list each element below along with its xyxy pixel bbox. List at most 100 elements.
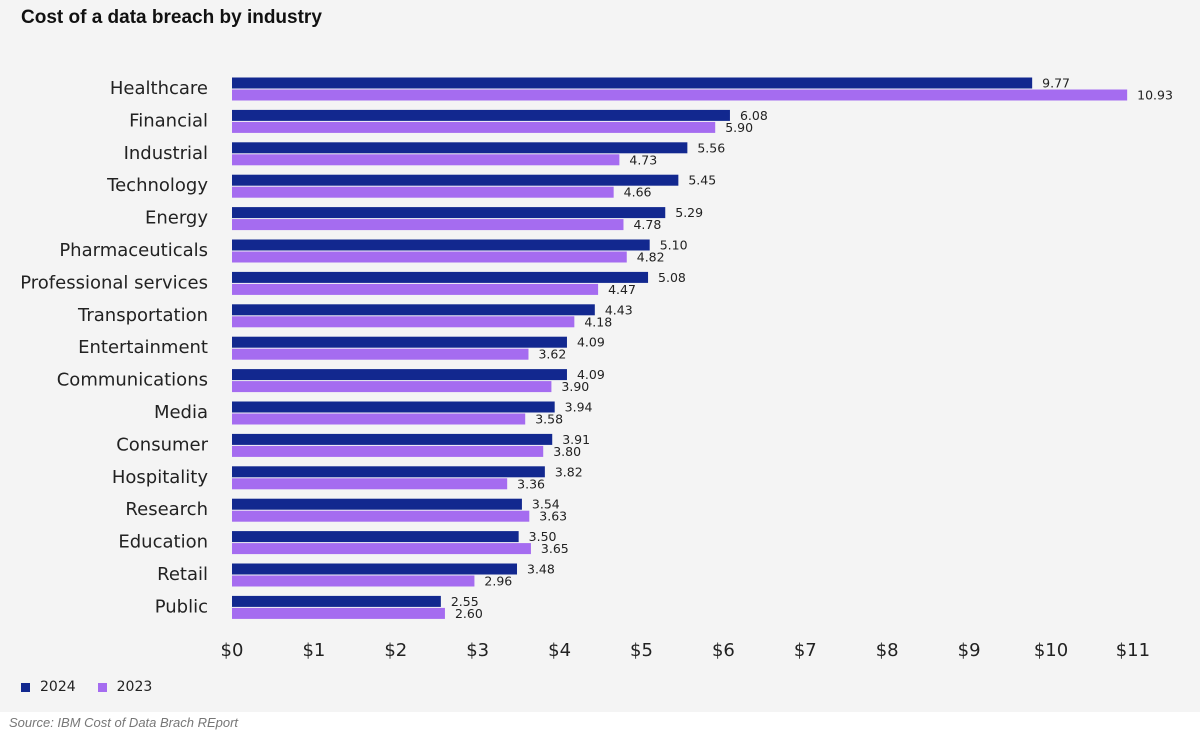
source-note: Source: IBM Cost of Data Brach REport bbox=[9, 715, 239, 730]
value-label-2024-entertainment: 4.09 bbox=[577, 335, 605, 350]
bar-2023-pharmaceuticals bbox=[232, 251, 627, 263]
legend-item-2024: 2024 bbox=[21, 679, 76, 695]
value-label-2024-communications: 4.09 bbox=[577, 367, 605, 382]
bar-2023-public bbox=[232, 607, 445, 619]
x-tick-label: $6 bbox=[712, 640, 735, 661]
bar-2024-financial bbox=[232, 109, 730, 121]
bar-2024-education bbox=[232, 531, 519, 543]
x-tick-label: $11 bbox=[1116, 640, 1150, 661]
bar-2023-professional-services bbox=[232, 283, 599, 295]
value-label-2023-consumer: 3.80 bbox=[553, 444, 581, 459]
x-tick-label: $0 bbox=[221, 640, 244, 661]
bar-2023-education bbox=[232, 543, 531, 555]
value-label-2023-communications: 3.90 bbox=[561, 379, 589, 394]
legend-swatch-2023 bbox=[97, 682, 107, 692]
bar-2024-entertainment bbox=[232, 336, 567, 348]
bar-2023-communications bbox=[232, 381, 552, 393]
category-label-media: Media bbox=[154, 402, 208, 423]
category-label-healthcare: Healthcare bbox=[110, 78, 208, 99]
bar-2023-transportation bbox=[232, 316, 575, 328]
bar-2023-energy bbox=[232, 219, 624, 231]
category-label-public: Public bbox=[155, 596, 208, 617]
bar-2024-retail bbox=[232, 563, 518, 575]
value-label-2023-healthcare: 10.93 bbox=[1137, 88, 1173, 103]
bar-2023-hospitality bbox=[232, 478, 508, 490]
chart-title: Cost of a data breach by industry bbox=[21, 7, 322, 28]
value-label-2024-pharmaceuticals: 5.10 bbox=[660, 238, 688, 253]
category-label-retail: Retail bbox=[157, 564, 208, 585]
category-label-entertainment: Entertainment bbox=[78, 337, 208, 358]
bar-2024-pharmaceuticals bbox=[232, 239, 650, 251]
value-label-2024-professional-services: 5.08 bbox=[658, 270, 686, 285]
chart-panel: Cost of a data breach by industry Health… bbox=[0, 0, 1200, 712]
value-label-2024-retail: 3.48 bbox=[527, 562, 555, 577]
value-label-2024-consumer: 3.91 bbox=[562, 432, 590, 447]
category-label-professional-services: Professional services bbox=[20, 272, 208, 293]
value-label-2023-media: 3.58 bbox=[535, 412, 563, 427]
legend-item-2023: 2023 bbox=[97, 679, 153, 695]
value-label-2023-technology: 4.66 bbox=[624, 185, 652, 200]
bar-2024-hospitality bbox=[232, 466, 545, 478]
bar-2024-healthcare bbox=[232, 77, 1033, 89]
value-label-2024-research: 3.54 bbox=[532, 497, 560, 512]
value-label-2024-financial: 6.08 bbox=[740, 108, 768, 123]
x-tick-label: $3 bbox=[466, 640, 489, 661]
value-label-2023-education: 3.65 bbox=[541, 541, 569, 556]
x-tick-label: $7 bbox=[794, 640, 817, 661]
value-label-2024-public: 2.55 bbox=[451, 594, 479, 609]
bar-2023-healthcare bbox=[232, 89, 1128, 101]
bar-2023-technology bbox=[232, 186, 614, 198]
bar-2023-financial bbox=[232, 121, 716, 133]
value-label-2023-pharmaceuticals: 4.82 bbox=[637, 250, 665, 265]
value-label-2024-hospitality: 3.82 bbox=[555, 464, 583, 479]
x-tick-label: $4 bbox=[548, 640, 571, 661]
value-label-2024-technology: 5.45 bbox=[688, 173, 716, 188]
bar-2024-research bbox=[232, 498, 522, 510]
value-label-2023-entertainment: 3.62 bbox=[538, 347, 566, 362]
bar-2024-communications bbox=[232, 369, 567, 381]
bar-2024-technology bbox=[232, 174, 679, 186]
legend-label-2024: 2024 bbox=[40, 679, 76, 695]
value-label-2024-media: 3.94 bbox=[565, 400, 593, 415]
x-tick-label: $2 bbox=[384, 640, 407, 661]
x-tick-label: $10 bbox=[1034, 640, 1068, 661]
x-tick-label: $1 bbox=[302, 640, 325, 661]
category-label-consumer: Consumer bbox=[116, 434, 208, 455]
value-label-2023-financial: 5.90 bbox=[725, 120, 753, 135]
legend-label-2023: 2023 bbox=[116, 679, 153, 695]
value-label-2024-energy: 5.29 bbox=[675, 205, 703, 220]
bar-2024-consumer bbox=[232, 433, 553, 445]
bar-2023-industrial bbox=[232, 154, 620, 166]
legend-swatch-2024 bbox=[21, 682, 30, 692]
value-label-2023-research: 3.63 bbox=[539, 509, 567, 524]
bar-2024-transportation bbox=[232, 304, 595, 316]
category-label-communications: Communications bbox=[57, 370, 208, 391]
bar-2023-consumer bbox=[232, 445, 544, 457]
bar-2023-retail bbox=[232, 575, 475, 587]
value-label-2024-healthcare: 9.77 bbox=[1042, 76, 1070, 91]
category-label-technology: Technology bbox=[106, 175, 208, 196]
category-label-transportation: Transportation bbox=[77, 305, 208, 326]
category-label-hospitality: Hospitality bbox=[112, 467, 209, 488]
value-label-2023-hospitality: 3.36 bbox=[517, 476, 545, 491]
value-label-2023-energy: 4.78 bbox=[633, 217, 661, 232]
bar-2023-research bbox=[232, 510, 530, 522]
bar-chart: Healthcare 9.77 10.93 Financial 6.085.90 Indu… bbox=[20, 76, 1173, 662]
bar-2024-industrial bbox=[232, 142, 688, 154]
bar-2024-professional-services bbox=[232, 271, 649, 283]
bar-2024-media bbox=[232, 401, 555, 413]
category-label-education: Education bbox=[118, 532, 208, 553]
value-label-2024-transportation: 4.43 bbox=[605, 302, 633, 317]
bar-2024-public bbox=[232, 595, 441, 607]
x-tick-label: $9 bbox=[958, 640, 981, 661]
x-tick-label: $5 bbox=[630, 640, 653, 661]
category-label-financial: Financial bbox=[129, 110, 208, 131]
bar-2023-entertainment bbox=[232, 348, 529, 360]
category-label-energy: Energy bbox=[145, 208, 208, 229]
value-label-2023-professional-services: 4.47 bbox=[608, 282, 636, 297]
value-label-2023-retail: 2.96 bbox=[484, 574, 512, 589]
x-tick-label: $8 bbox=[876, 640, 899, 661]
category-label-research: Research bbox=[125, 499, 208, 520]
bar-2023-media bbox=[232, 413, 526, 425]
value-label-2023-transportation: 4.18 bbox=[584, 314, 612, 329]
